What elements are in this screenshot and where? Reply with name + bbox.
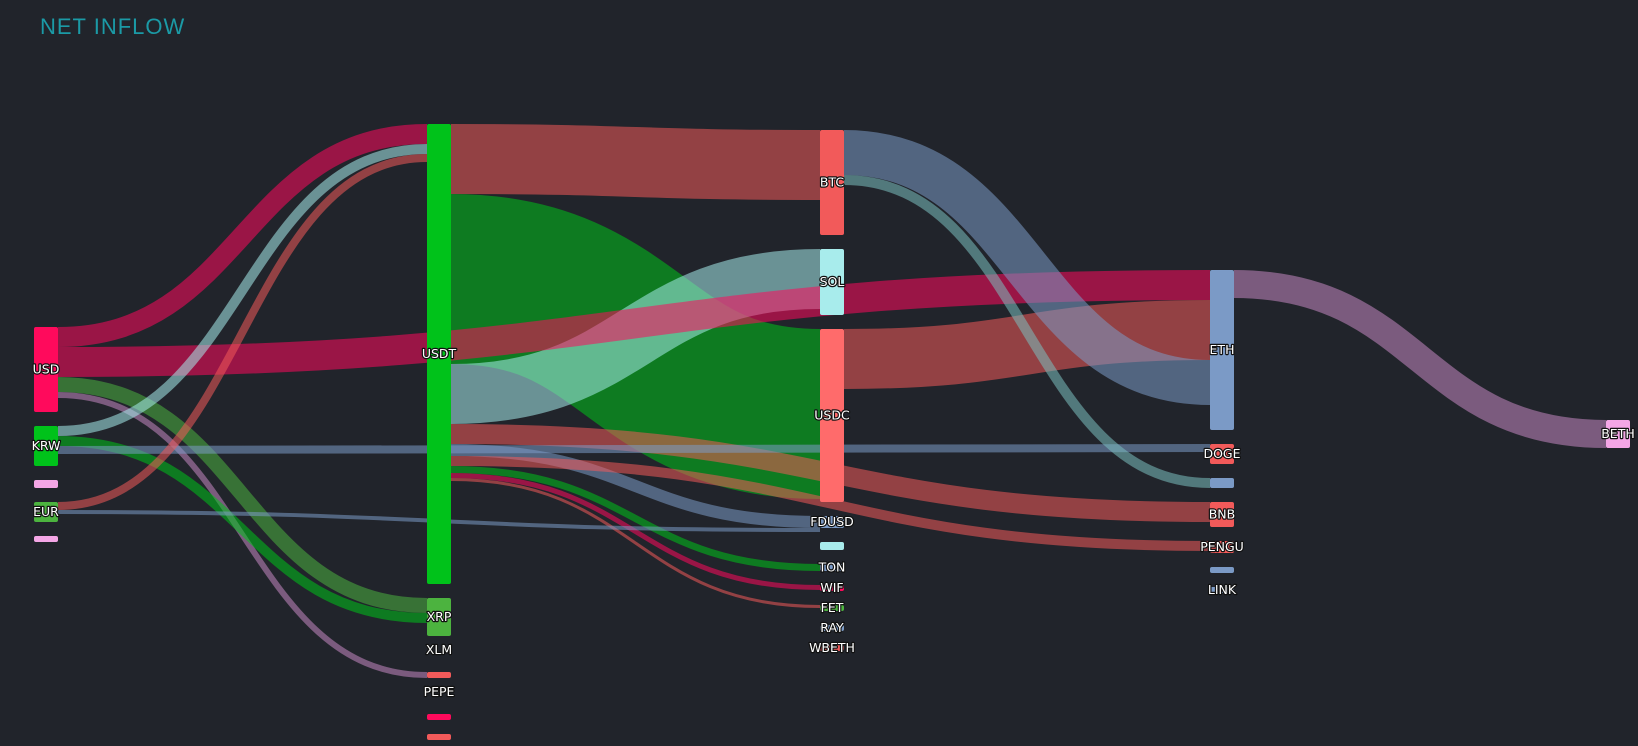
node-btc[interactable] — [820, 130, 844, 235]
link-krw-doge[interactable] — [57, 444, 1211, 454]
node-krw[interactable] — [34, 426, 58, 466]
node-ton[interactable] — [820, 564, 844, 571]
node-ray[interactable] — [820, 625, 844, 631]
node-bnb[interactable] — [1210, 502, 1234, 527]
link-eur-usdt[interactable] — [57, 154, 428, 510]
link-usdt-btc[interactable] — [450, 124, 821, 200]
node-eur-small[interactable] — [34, 480, 58, 488]
node-fdusd-bar[interactable] — [820, 542, 844, 550]
node-pengu[interactable] — [1210, 541, 1234, 553]
link-usdt-pengu[interactable] — [450, 456, 1211, 551]
link-usd-usdt[interactable] — [57, 124, 428, 347]
node-label-wif: WIF — [820, 580, 843, 595]
node-label-beth: BETH — [1601, 426, 1635, 441]
node-label-bnb: BNB — [1209, 507, 1236, 522]
node-misc-0[interactable] — [34, 536, 58, 542]
node-doge[interactable] — [1210, 444, 1234, 464]
node-label-usdt: USDT — [422, 346, 457, 361]
node-beth[interactable] — [1606, 420, 1630, 448]
node-label-sol: SOL — [820, 274, 845, 289]
node-label-krw: KRW — [32, 438, 61, 453]
link-usd-eth[interactable] — [57, 270, 1211, 377]
node-pepe-bar[interactable] — [427, 714, 451, 720]
links-layer — [57, 124, 1607, 678]
link-usdt-fet[interactable] — [450, 478, 821, 608]
node-label-link: LINK — [1208, 582, 1237, 597]
node-label-pepe: PEPE — [424, 684, 455, 699]
node-label-usdc: USDC — [814, 408, 850, 423]
node-label-ton: TON — [818, 560, 846, 575]
node-label-btc: BTC — [820, 175, 844, 190]
node-eth[interactable] — [1210, 270, 1234, 430]
node-pengu-bar[interactable] — [1210, 567, 1234, 573]
node-label-fet: FET — [821, 600, 844, 615]
link-usd-xrp[interactable] — [57, 377, 428, 613]
node-label-xrp: XRP — [427, 609, 452, 624]
node-fet[interactable] — [820, 605, 844, 611]
node-label-wbeth: WBETH — [809, 640, 855, 655]
node-wif[interactable] — [820, 585, 844, 591]
link-btc-eth[interactable] — [843, 130, 1211, 405]
node-label-usd: USD — [33, 362, 60, 377]
link-btc-doge_bar[interactable] — [843, 175, 1211, 488]
chart-title: NET INFLOW — [40, 14, 186, 39]
node-label-doge: DOGE — [1203, 446, 1240, 461]
node-fdusd[interactable] — [820, 516, 844, 528]
node-label-eur: EUR — [33, 504, 59, 519]
node-usd[interactable] — [34, 327, 58, 412]
node-label-eth: ETH — [1210, 342, 1235, 357]
link-usdt-fdusd[interactable] — [450, 444, 821, 528]
node-xlm-bar[interactable] — [427, 672, 451, 678]
link-usdt-ton[interactable] — [450, 466, 821, 571]
node-doge-bar[interactable] — [1210, 478, 1234, 488]
node-label-ray: RAY — [820, 620, 844, 635]
node-wbeth[interactable] — [820, 645, 844, 651]
link-usdt-wif[interactable] — [450, 473, 821, 590]
node-usdc[interactable] — [820, 329, 844, 502]
node-pepe-bar2[interactable] — [427, 734, 451, 740]
node-eur[interactable] — [34, 502, 58, 522]
node-sol[interactable] — [820, 249, 844, 315]
node-usdt[interactable] — [427, 124, 451, 584]
node-label-pengu: PENGU — [1200, 539, 1244, 554]
link-usdc-eth[interactable] — [843, 300, 1211, 389]
node-xrp[interactable] — [427, 598, 451, 636]
node-link[interactable] — [1210, 587, 1234, 593]
nodes-layer: USD KRW EUR USDT XRP XLM PEPE BTC SOL USDC FDUSD TO… — [30, 124, 1636, 740]
link-eth-beth[interactable] — [1233, 270, 1607, 448]
link-krw-usdt[interactable] — [57, 144, 428, 436]
node-label-fdusd: FDUSD — [810, 514, 854, 529]
node-label-xlm: XLM — [426, 642, 452, 657]
